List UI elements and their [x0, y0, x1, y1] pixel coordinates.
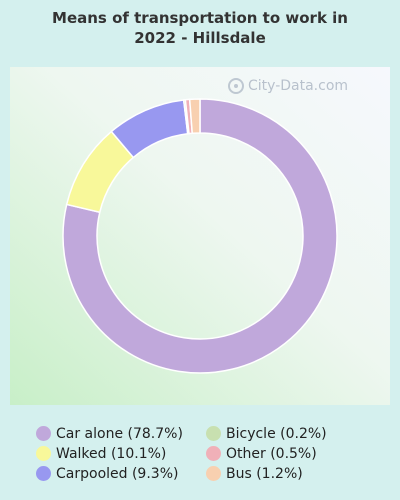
legend-label: Car alone (78.7%) [56, 425, 183, 442]
legend-label: Bus (1.2%) [226, 465, 303, 482]
legend-item-car-alone: Car alone (78.7%) [36, 424, 206, 443]
legend-swatch [206, 466, 221, 481]
chart-title: Means of transportation to work in 2022 … [0, 8, 400, 48]
legend-swatch [206, 426, 221, 441]
chart-title-line-1: Means of transportation to work in [52, 9, 348, 27]
legend: Car alone (78.7%) Bicycle (0.2%) Walked (1… [36, 424, 376, 483]
watermark-text: City-Data.com [248, 78, 349, 94]
legend-swatch [206, 446, 221, 461]
donut-slice-bus [188, 98, 201, 135]
legend-item-bus: Bus (1.2%) [206, 464, 376, 483]
legend-label: Bicycle (0.2%) [226, 425, 327, 442]
legend-item-carpooled: Carpooled (9.3%) [36, 464, 206, 483]
watermark: City-Data.com [228, 76, 348, 96]
legend-label: Other (0.5%) [226, 445, 317, 462]
legend-item-walked: Walked (10.1%) [36, 444, 206, 463]
watermark-search-icon [228, 78, 244, 94]
legend-swatch [36, 426, 51, 441]
legend-label: Carpooled (9.3%) [56, 465, 179, 482]
legend-item-other: Other (0.5%) [206, 444, 376, 463]
donut-slice-car-alone [62, 98, 338, 374]
legend-item-bicycle: Bicycle (0.2%) [206, 424, 376, 443]
chart-title-line-2: 2022 - Hillsdale [134, 29, 266, 47]
legend-swatch [36, 466, 51, 481]
legend-label: Walked (10.1%) [56, 445, 167, 462]
legend-swatch [36, 446, 51, 461]
